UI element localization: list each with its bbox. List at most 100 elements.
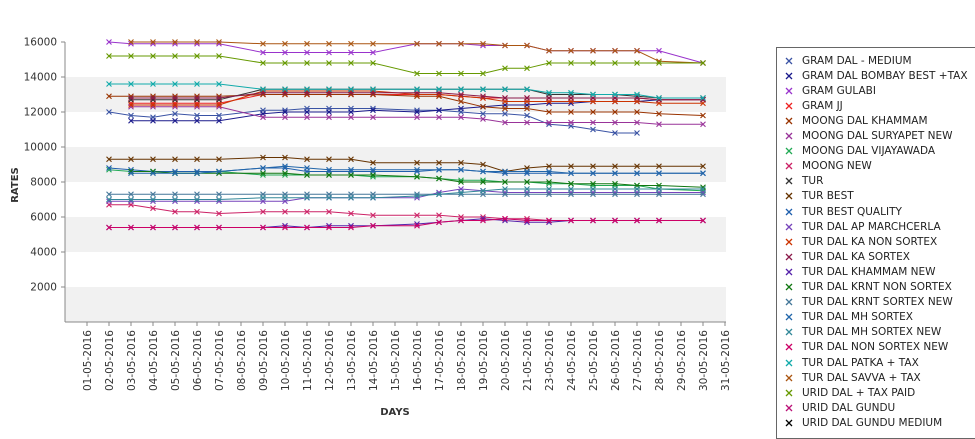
grid-band bbox=[65, 217, 726, 252]
data-point bbox=[458, 217, 464, 224]
legend-marker-icon bbox=[785, 374, 793, 382]
data-point bbox=[370, 40, 376, 47]
data-point bbox=[326, 60, 332, 66]
data-point bbox=[436, 175, 442, 182]
data-point bbox=[458, 98, 464, 105]
legend-marker-icon bbox=[785, 328, 793, 336]
data-point bbox=[194, 112, 200, 119]
data-point bbox=[172, 95, 178, 101]
data-point bbox=[348, 114, 354, 121]
x-tick-label: 31-05-2016 bbox=[720, 330, 732, 391]
legend-marker-icon bbox=[785, 313, 793, 321]
legend-marker-icon bbox=[785, 404, 793, 412]
data-point bbox=[502, 179, 508, 185]
data-point bbox=[128, 95, 134, 101]
data-point bbox=[546, 186, 552, 192]
data-point bbox=[128, 191, 134, 198]
data-point bbox=[128, 156, 134, 163]
series-lines bbox=[106, 39, 706, 231]
data-point bbox=[414, 159, 420, 166]
data-point bbox=[370, 212, 376, 219]
data-point bbox=[590, 91, 596, 98]
data-point bbox=[590, 119, 596, 126]
data-point bbox=[590, 60, 596, 66]
data-point bbox=[216, 210, 222, 217]
legend-item: MOONG NEW bbox=[783, 159, 872, 174]
x-tick-label: 27-05-2016 bbox=[632, 330, 644, 391]
data-point bbox=[436, 191, 442, 198]
legend-marker-icon bbox=[785, 419, 793, 427]
data-point bbox=[260, 208, 266, 215]
data-point bbox=[216, 39, 222, 45]
data-point bbox=[524, 105, 530, 112]
data-point bbox=[546, 47, 552, 54]
data-point bbox=[700, 186, 706, 192]
data-point bbox=[546, 60, 552, 66]
data-point bbox=[502, 168, 508, 175]
x-tick-label: 15-05-2016 bbox=[390, 330, 402, 391]
y-tick-label: 10000 bbox=[24, 142, 57, 154]
data-point bbox=[172, 208, 178, 215]
data-point bbox=[370, 107, 376, 114]
legend-item: TUR DAL MH SORTEX NEW bbox=[783, 325, 941, 340]
data-point bbox=[590, 217, 596, 224]
y-tick-label: 16000 bbox=[24, 37, 57, 49]
data-point bbox=[348, 109, 354, 115]
legend-item: MOONG DAL SURYAPET NEW bbox=[783, 129, 953, 144]
data-point bbox=[414, 222, 420, 229]
data-point bbox=[172, 110, 178, 117]
legend-label: TUR DAL MH SORTEX bbox=[802, 311, 913, 324]
data-point bbox=[194, 224, 200, 231]
data-point bbox=[304, 109, 310, 115]
legend-marker-icon bbox=[785, 87, 793, 95]
data-point bbox=[304, 172, 310, 178]
legend-item: TUR BEST bbox=[783, 189, 854, 204]
legend-label: MOONG DAL VIJAYAWADA bbox=[802, 145, 936, 158]
data-point bbox=[106, 165, 112, 171]
data-point bbox=[590, 170, 596, 177]
data-point bbox=[282, 114, 288, 121]
data-point bbox=[106, 81, 112, 87]
x-tick-label: 25-05-2016 bbox=[588, 330, 600, 391]
y-tick-label: 12000 bbox=[24, 107, 57, 119]
legend-item: URID DAL GUNDU bbox=[783, 400, 895, 415]
data-point bbox=[546, 168, 552, 175]
data-point bbox=[656, 95, 662, 101]
series-line bbox=[131, 165, 703, 174]
data-point bbox=[612, 47, 618, 54]
data-point bbox=[480, 86, 486, 93]
data-point bbox=[480, 116, 486, 122]
data-point bbox=[414, 173, 420, 180]
data-point bbox=[260, 86, 266, 93]
data-point bbox=[106, 196, 112, 203]
data-point bbox=[282, 86, 288, 93]
data-point bbox=[458, 105, 464, 112]
data-point bbox=[194, 81, 200, 87]
data-point bbox=[150, 224, 156, 231]
data-point bbox=[326, 156, 332, 163]
data-point bbox=[590, 126, 596, 133]
legend-label: TUR DAL KA SORTEX bbox=[802, 250, 910, 263]
data-point bbox=[502, 86, 508, 93]
data-point bbox=[260, 114, 266, 121]
data-point bbox=[546, 95, 552, 101]
data-point bbox=[700, 163, 706, 170]
data-point bbox=[634, 170, 640, 177]
data-point bbox=[150, 170, 156, 177]
data-point bbox=[304, 114, 310, 121]
data-point bbox=[568, 60, 574, 66]
data-point bbox=[590, 47, 596, 54]
data-point bbox=[524, 168, 530, 175]
x-tick-label: 20-05-2016 bbox=[500, 330, 512, 391]
data-point bbox=[458, 86, 464, 93]
legend-marker-icon bbox=[785, 147, 793, 155]
legend-label: MOONG DAL KHAMMAM bbox=[802, 114, 928, 127]
legend-label: TUR bbox=[802, 175, 824, 188]
data-point bbox=[612, 60, 618, 66]
data-point bbox=[436, 40, 442, 47]
data-point bbox=[282, 60, 288, 66]
data-point bbox=[128, 102, 134, 108]
data-point bbox=[370, 114, 376, 121]
data-point bbox=[150, 53, 156, 59]
x-axis-label: DAYS bbox=[380, 407, 410, 418]
